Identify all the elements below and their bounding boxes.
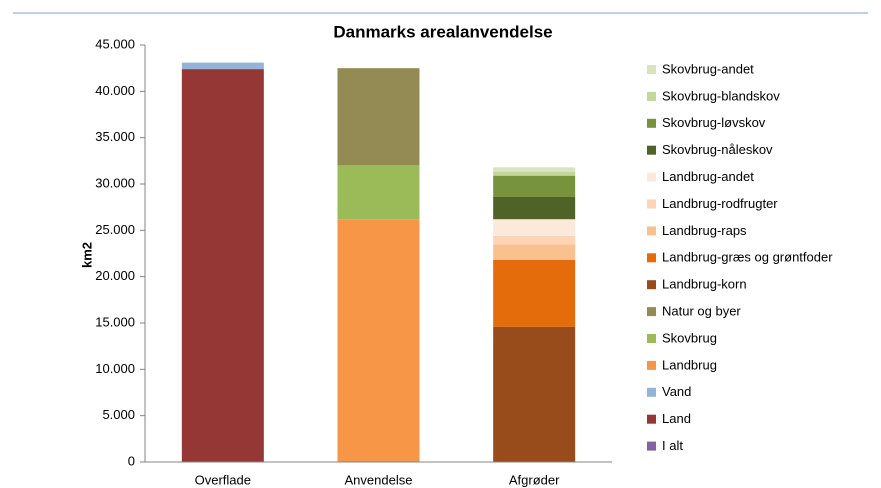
bar-segment [493, 171, 576, 176]
y-tick-label: 20.000 [95, 268, 135, 283]
legend-swatch [647, 199, 656, 209]
legend-swatch [647, 91, 656, 101]
legend-label: Landbrug-raps [662, 223, 747, 238]
x-tick-label: Afgrøder [509, 472, 560, 487]
legend-label: Skovbrug-blandskov [662, 88, 780, 103]
y-tick-label: 45.000 [95, 36, 135, 51]
bar-segment [337, 219, 420, 462]
bar-segment [493, 167, 576, 172]
legend-label: Landbrug [662, 357, 717, 372]
bar-segment [493, 219, 576, 236]
x-tick-label: Anvendelse [345, 472, 413, 487]
legend-label: Skovbrug [662, 330, 717, 345]
legend-swatch [647, 226, 656, 236]
legend-label: Landbrug-rodfrugter [662, 196, 778, 211]
bar-segment [493, 175, 576, 197]
legend-label: Land [662, 411, 691, 426]
y-tick-label: 40.000 [95, 83, 135, 98]
legend-swatch [647, 334, 656, 343]
legend-swatch [647, 65, 656, 74]
legend-label: Landbrug-korn [662, 277, 747, 292]
bar-segment [493, 196, 576, 220]
legend-swatch [647, 360, 656, 370]
bar-segment [493, 259, 576, 327]
legend-label: Skovbrug-løvskov [662, 115, 766, 130]
bar-segment [337, 165, 420, 220]
legend-label: Natur og byer [662, 304, 741, 319]
legend-swatch [647, 145, 656, 155]
bar-segment [337, 68, 420, 166]
y-tick-label: 30.000 [95, 175, 135, 190]
legend-label: Vand [662, 384, 691, 399]
y-tick-label: 0 [128, 453, 135, 468]
legend-label: Skovbrug-nåleskov [662, 142, 773, 157]
legend-swatch [647, 441, 656, 451]
legend-swatch [647, 118, 656, 128]
bar-segment [181, 62, 264, 70]
legend-swatch [647, 172, 656, 182]
y-axis-label: km2 [79, 242, 94, 268]
legend-swatch [647, 307, 656, 317]
bar-segment [493, 235, 576, 245]
chart-title: Danmarks arealanvendelse [333, 22, 552, 41]
y-tick-label: 25.000 [95, 222, 135, 237]
y-tick-label: 15.000 [95, 314, 135, 329]
legend-label: I alt [662, 438, 683, 453]
x-tick-label: Overflade [195, 472, 251, 487]
legend-swatch [647, 280, 656, 290]
y-tick-label: 5.000 [102, 407, 135, 422]
legend-swatch [647, 387, 656, 397]
bar-segment [493, 326, 576, 462]
legend-swatch [647, 253, 656, 263]
bar-segment [493, 244, 576, 260]
bar-segment [181, 69, 264, 463]
legend-swatch [647, 414, 656, 424]
y-tick-label: 10.000 [95, 361, 135, 376]
legend-label: Skovbrug-andet [662, 61, 754, 76]
y-tick-label: 35.000 [95, 129, 135, 144]
legend-label: Landbrug-græs og grøntfoder [662, 250, 833, 265]
legend-label: Landbrug-andet [662, 169, 754, 184]
